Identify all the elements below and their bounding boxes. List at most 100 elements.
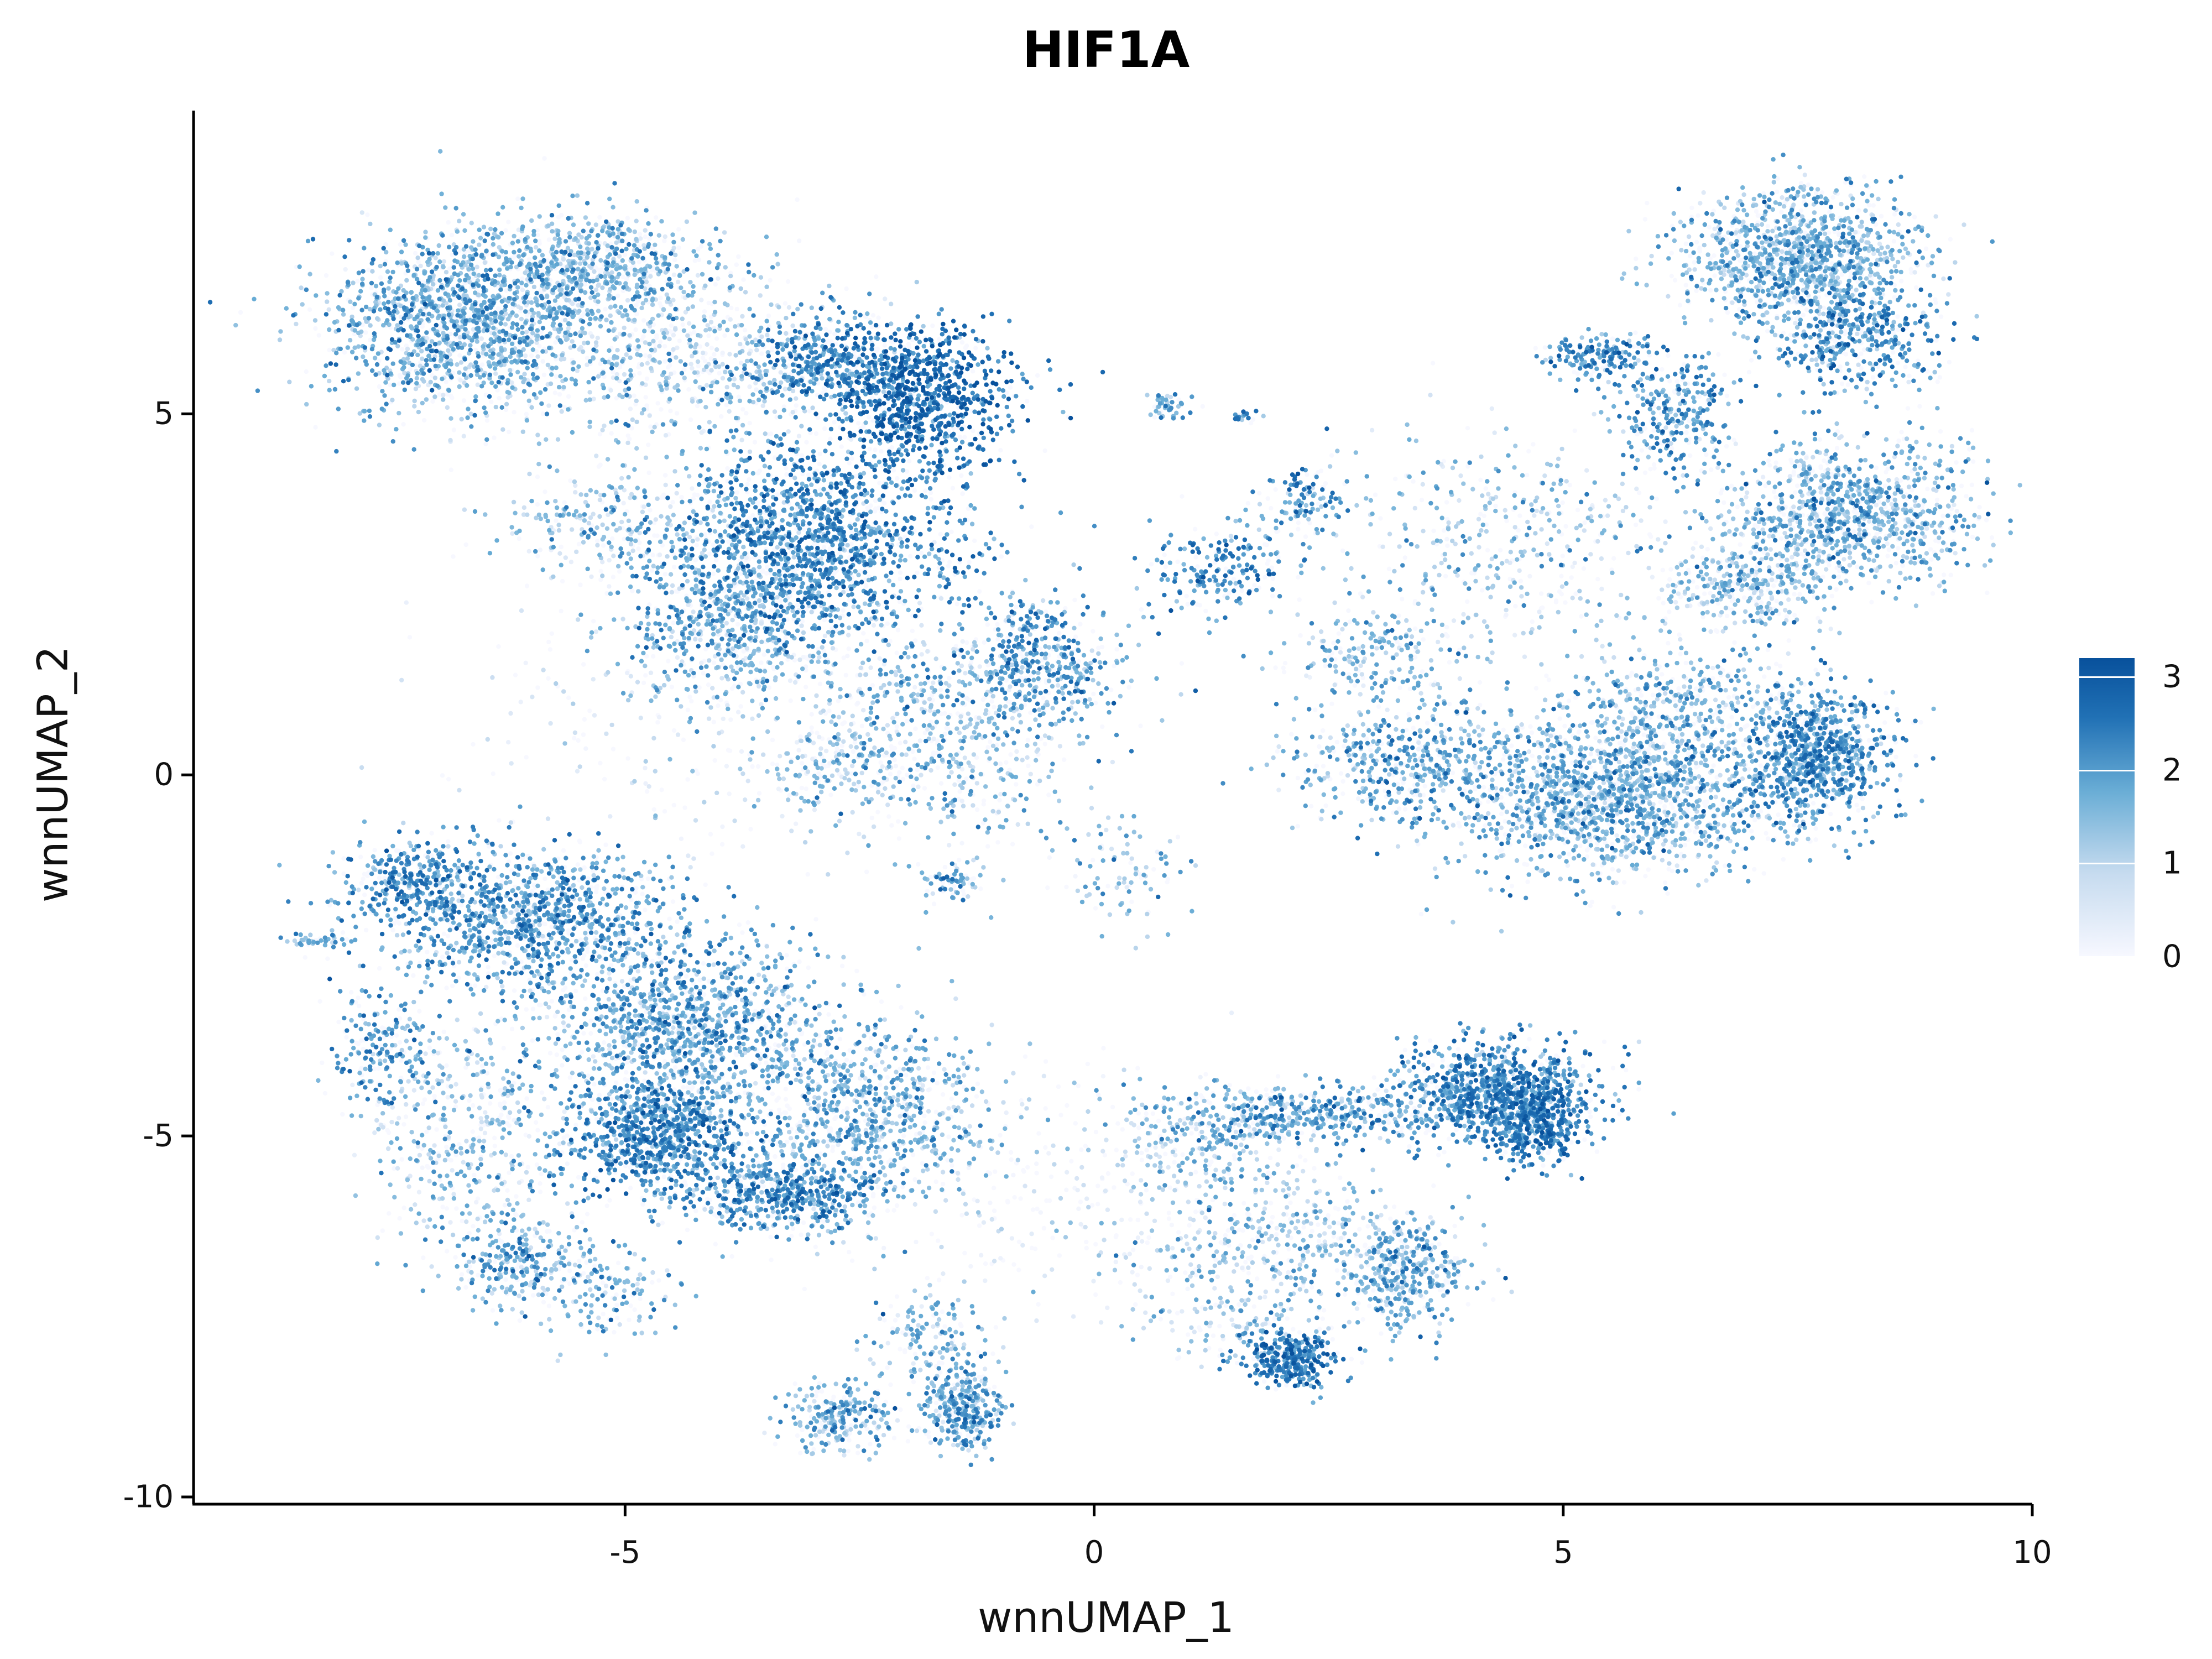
cell-point — [666, 364, 671, 370]
cell-point — [1694, 288, 1699, 294]
cell-point — [1755, 213, 1760, 218]
cell-point — [938, 687, 943, 692]
cell-point — [922, 1113, 927, 1119]
cell-point — [633, 327, 638, 332]
cell-point — [1853, 713, 1858, 718]
cell-point — [895, 476, 900, 481]
cell-point — [755, 764, 761, 769]
cell-point — [778, 598, 783, 603]
cell-point — [614, 1080, 619, 1086]
cell-point — [1203, 608, 1208, 614]
cell-point — [836, 698, 841, 703]
cell-point — [722, 333, 727, 338]
cell-point — [1896, 546, 1901, 551]
cell-point — [813, 917, 818, 922]
cell-point — [755, 471, 761, 476]
cell-point — [851, 749, 856, 754]
cell-point — [1129, 899, 1134, 904]
cell-point — [340, 1112, 345, 1117]
cell-point — [784, 1110, 789, 1115]
cell-point — [1964, 494, 1969, 499]
cell-point — [1639, 448, 1644, 453]
cell-point — [1892, 212, 1897, 217]
cell-point — [643, 395, 648, 400]
cell-point — [828, 792, 833, 797]
cell-point — [320, 1060, 325, 1066]
cell-point — [450, 983, 455, 989]
cell-point — [1773, 661, 1779, 666]
cell-point — [1560, 554, 1565, 559]
cell-point — [344, 1035, 349, 1040]
cell-point — [1934, 497, 1940, 503]
cell-point — [882, 500, 887, 505]
cell-point — [1093, 906, 1098, 911]
cell-point — [706, 682, 711, 687]
cell-point — [1091, 691, 1096, 697]
cell-point — [473, 983, 478, 988]
cell-point — [603, 842, 608, 847]
cell-point — [1758, 763, 1763, 768]
cell-point — [506, 220, 511, 225]
cell-point — [552, 390, 557, 395]
cell-point — [787, 793, 792, 798]
cell-point — [356, 995, 361, 1000]
cell-point — [1137, 872, 1142, 877]
cell-point — [910, 628, 915, 634]
cell-point — [509, 1026, 515, 1031]
cell-point — [667, 916, 672, 921]
cell-point — [537, 343, 542, 349]
cell-point — [507, 429, 512, 435]
cell-point — [1794, 483, 1800, 488]
cell-point — [561, 1135, 566, 1140]
cell-point — [725, 466, 730, 471]
cell-point — [575, 862, 580, 867]
cell-point — [420, 324, 425, 329]
cell-point — [477, 300, 482, 305]
cell-point — [562, 500, 567, 505]
cell-point — [1954, 460, 1959, 465]
cell-point — [454, 1206, 459, 1211]
cell-point — [1611, 556, 1616, 561]
cell-point — [1393, 476, 1398, 482]
cell-point — [1313, 707, 1318, 712]
cell-point — [711, 571, 716, 577]
cell-point — [719, 414, 724, 419]
cell-point — [1200, 404, 1205, 409]
cell-point — [1500, 847, 1505, 852]
cell-point — [870, 683, 875, 688]
cell-point — [1028, 710, 1033, 716]
cell-point — [1329, 453, 1334, 458]
cell-point — [1738, 258, 1743, 263]
cell-point — [1938, 429, 1943, 434]
cell-point — [1694, 585, 1700, 590]
cell-point — [947, 560, 952, 565]
cell-point — [582, 953, 587, 958]
cell-point — [1063, 606, 1068, 611]
cell-point — [960, 491, 965, 497]
cell-point — [719, 842, 725, 847]
cell-point — [1022, 1054, 1028, 1059]
cell-point — [1683, 660, 1688, 666]
cell-point — [630, 588, 635, 593]
cell-point — [594, 884, 600, 889]
cell-point — [489, 399, 494, 404]
cell-point — [745, 482, 750, 487]
cell-point — [770, 1091, 775, 1097]
cell-point — [1806, 182, 1811, 187]
cell-point — [1674, 379, 1679, 384]
cell-point — [583, 963, 589, 968]
cell-point — [1184, 593, 1189, 599]
cell-point — [653, 215, 659, 220]
cell-point — [588, 1018, 593, 1024]
cell-point — [503, 228, 508, 233]
cell-point — [826, 1012, 831, 1017]
cell-point — [1830, 195, 1835, 200]
cell-point — [1138, 723, 1143, 728]
cell-point — [534, 1162, 539, 1167]
cell-point — [1378, 516, 1383, 521]
cell-point — [597, 267, 602, 273]
cell-point — [1525, 862, 1530, 867]
cell-point — [472, 1172, 477, 1178]
cell-point — [783, 1097, 789, 1102]
cell-point — [1695, 213, 1700, 218]
